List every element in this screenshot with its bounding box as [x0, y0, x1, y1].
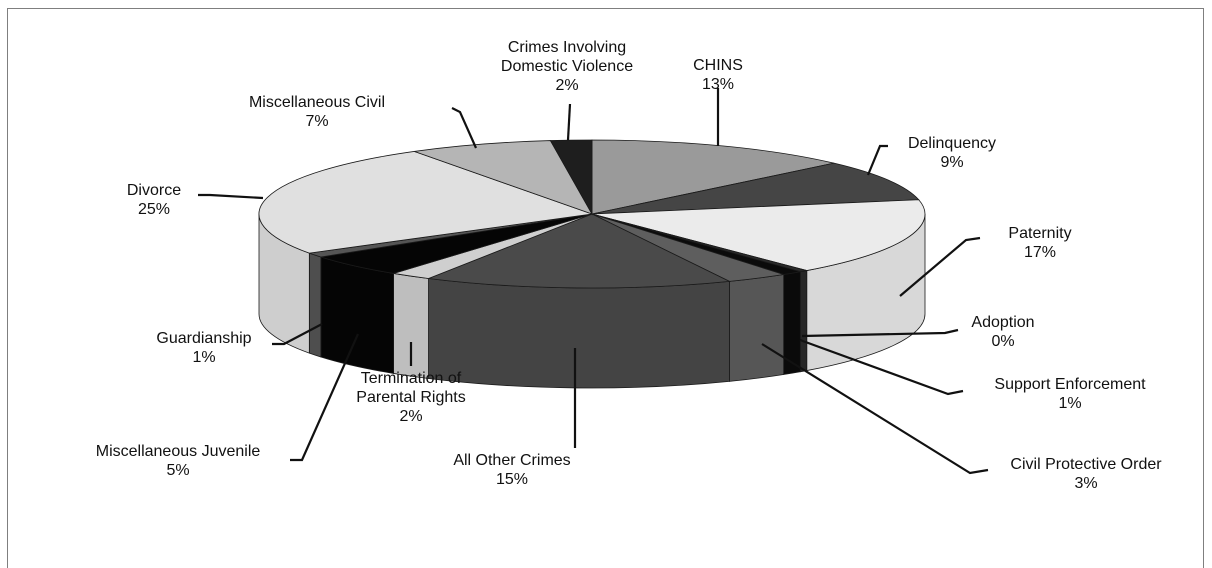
label-paternity: Paternity 17% — [1008, 225, 1071, 261]
label-guardianship: Guardianship 1% — [156, 330, 251, 366]
leader-line-delinquency — [866, 144, 888, 176]
leader-line-miscellaneous-juvenile — [290, 333, 360, 462]
label-line: 0% — [991, 333, 1014, 350]
label-line: 15% — [496, 471, 528, 488]
label-divorce: Divorce 25% — [127, 182, 181, 218]
label-line: 1% — [192, 349, 215, 366]
pie-side-adoption — [799, 270, 808, 373]
pie-sides — [258, 213, 926, 389]
slice-labels: CHINS 13% Delinquency 9% Paternity 17% Adoptio… — [96, 39, 1163, 492]
leader-line-support-enforcement — [799, 338, 964, 396]
label-crimes-involving-domestic-violence: Crimes Involving Domestic Violence 2% — [501, 39, 633, 94]
label-line: 17% — [1024, 244, 1056, 261]
pie-slice-all-other-crimes — [428, 213, 731, 289]
chart-frame — [7, 8, 1204, 568]
pie-slice-paternity — [591, 199, 926, 271]
label-line: Adoption — [971, 314, 1034, 331]
label-line: Termination of — [361, 370, 462, 387]
label-line: Domestic Violence — [501, 58, 633, 75]
label-chins: CHINS 13% — [693, 57, 743, 93]
label-line: Parental Rights — [356, 389, 465, 406]
label-line: 13% — [702, 76, 734, 93]
pie-slice-delinquency — [591, 162, 920, 215]
label-line: 9% — [940, 154, 963, 171]
label-line: Miscellaneous Civil — [249, 94, 385, 111]
pie-slice-crimes-involving-domestic-violence — [549, 139, 593, 216]
label-adoption: Adoption 0% — [971, 314, 1034, 350]
pie-side-miscellaneous-juvenile — [320, 256, 394, 374]
label-line: Miscellaneous Juvenile — [96, 443, 261, 460]
pie-chart: CHINS 13% Delinquency 9% Paternity 17% Adoptio… — [96, 39, 1163, 492]
leader-line-divorce — [198, 193, 264, 200]
label-line: 5% — [166, 462, 189, 479]
leader-line-guardianship — [272, 323, 323, 346]
label-line: Divorce — [127, 182, 181, 199]
leader-line-miscellaneous-civil — [451, 107, 478, 149]
label-line: Delinquency — [908, 135, 996, 152]
label-all-other-crimes: All Other Crimes 15% — [453, 452, 570, 488]
label-delinquency: Delinquency 9% — [908, 135, 996, 171]
label-civil-protective-order: Civil Protective Order 3% — [1010, 456, 1162, 492]
pie-slice-chins — [591, 139, 835, 215]
pie-side-all-other-crimes — [428, 278, 730, 389]
leader-line-paternity — [899, 236, 981, 297]
label-line: Guardianship — [156, 330, 251, 347]
label-miscellaneous-juvenile: Miscellaneous Juvenile 5% — [96, 443, 261, 479]
label-line: 2% — [555, 77, 578, 94]
label-support-enforcement: Support Enforcement 1% — [994, 376, 1146, 412]
label-termination-of-parental-rights: Termination of Parental Rights 2% — [356, 370, 465, 425]
label-line: 1% — [1058, 395, 1081, 412]
pie-slice-divorce — [258, 151, 593, 254]
label-line: 7% — [305, 113, 328, 130]
leader-line-crimes-involving-domestic-violence — [566, 103, 572, 141]
pie-slice-miscellaneous-civil — [414, 140, 593, 215]
label-line: Support Enforcement — [994, 376, 1146, 393]
label-line: CHINS — [693, 57, 743, 74]
label-line: All Other Crimes — [453, 452, 570, 469]
label-line: 3% — [1074, 475, 1097, 492]
pie-tops — [258, 139, 926, 289]
label-line: 2% — [399, 408, 422, 425]
label-line: 25% — [138, 201, 170, 218]
label-leader-lines — [198, 88, 989, 475]
pie-side-guardianship — [308, 252, 322, 358]
pie-side-civil-protective-order — [729, 274, 785, 382]
label-line: Crimes Involving — [508, 39, 626, 56]
leader-line-adoption — [801, 328, 959, 338]
label-line: Paternity — [1008, 225, 1071, 242]
label-line: Civil Protective Order — [1010, 456, 1162, 473]
leader-line-civil-protective-order — [761, 343, 989, 475]
label-miscellaneous-civil: Miscellaneous Civil 7% — [249, 94, 385, 130]
